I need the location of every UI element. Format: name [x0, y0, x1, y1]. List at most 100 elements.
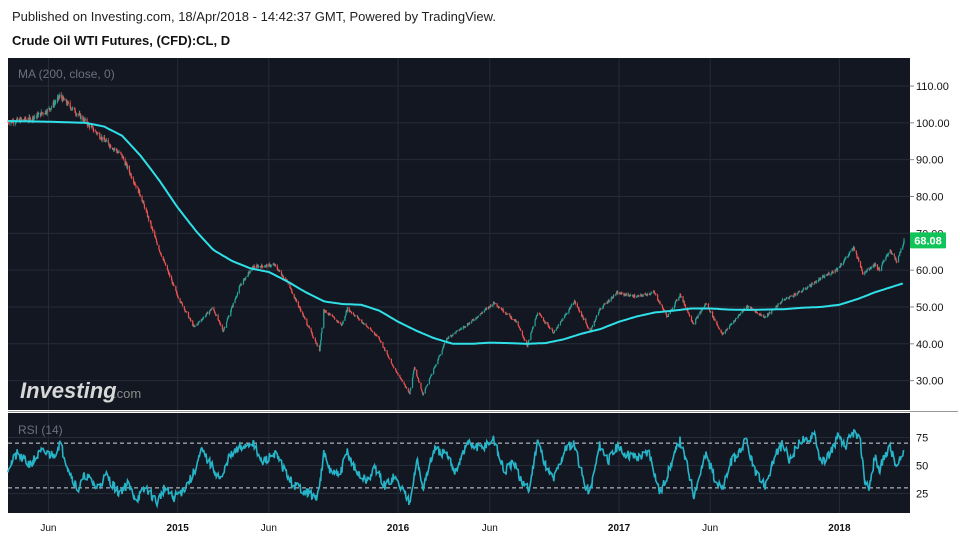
candle-body: [756, 311, 758, 313]
candle: [794, 292, 796, 296]
x-tick-label: Jun: [482, 523, 498, 534]
candle-body: [667, 314, 670, 317]
candle-body: [594, 319, 597, 322]
candle-body: [175, 290, 178, 293]
candle: [539, 313, 542, 317]
candle: [206, 312, 208, 316]
candle: [451, 335, 453, 337]
candle: [65, 99, 68, 106]
candle-body: [481, 313, 483, 314]
candle: [458, 329, 460, 332]
candle: [835, 267, 837, 271]
candle-body: [631, 294, 633, 296]
candle: [688, 312, 690, 316]
candle-body: [110, 145, 112, 148]
candle-body: [374, 334, 376, 336]
candle: [548, 325, 550, 329]
candle-body: [146, 212, 149, 217]
candle: [168, 269, 170, 275]
candle: [692, 322, 694, 325]
candle-body: [159, 251, 161, 253]
candle-body: [718, 326, 720, 329]
candle-body: [768, 312, 770, 314]
candle-body: [196, 323, 198, 326]
candle-body: [811, 283, 813, 286]
candle-body: [471, 319, 473, 321]
candle: [219, 321, 221, 325]
last-price-value: 68.08: [914, 235, 942, 247]
candle: [75, 110, 77, 117]
candle: [894, 256, 897, 261]
candle-body: [12, 120, 15, 124]
candle-body: [628, 295, 630, 297]
candle-body: [67, 101, 69, 105]
candle: [96, 132, 98, 136]
candle-body: [177, 294, 179, 298]
candle: [675, 298, 677, 302]
candle: [235, 296, 237, 301]
candle: [501, 308, 503, 311]
candle-body: [839, 266, 841, 268]
candle-body: [319, 344, 321, 352]
candle-body: [352, 312, 354, 315]
candle: [700, 309, 702, 314]
candle: [296, 298, 298, 303]
candle: [113, 147, 115, 152]
candle: [731, 322, 733, 325]
candle-body: [388, 357, 390, 359]
candle: [848, 252, 850, 257]
candle-body: [265, 265, 267, 267]
candle: [882, 260, 884, 265]
candle: [561, 320, 563, 322]
candle: [139, 188, 141, 196]
candle: [382, 341, 384, 348]
candle: [861, 265, 863, 271]
candle: [350, 311, 353, 315]
candle: [608, 299, 610, 303]
candle: [649, 294, 651, 296]
candle-body: [713, 316, 715, 320]
candle: [484, 307, 487, 311]
candle-body: [100, 138, 102, 140]
ma-200-line: [8, 120, 904, 345]
candle-body: [72, 107, 74, 110]
candle-body: [545, 321, 547, 324]
candle-body: [282, 275, 284, 277]
candle: [413, 366, 415, 371]
candle-body: [514, 319, 516, 322]
candle: [713, 315, 715, 321]
candle-body: [121, 154, 123, 158]
candle-body: [120, 153, 123, 155]
candle: [661, 303, 663, 307]
candle-body: [79, 113, 82, 119]
candle-body: [611, 296, 613, 299]
candle: [616, 290, 618, 293]
candle: [273, 262, 275, 265]
candle-body: [587, 326, 589, 328]
candle: [890, 250, 892, 255]
candle-body: [259, 266, 261, 268]
candle-body: [353, 315, 356, 317]
candle-body: [289, 283, 291, 288]
candle: [238, 285, 240, 295]
candle-body: [262, 266, 264, 268]
candle-body: [747, 306, 749, 309]
candle: [21, 118, 23, 121]
candle-body: [25, 119, 27, 121]
candle-body: [674, 302, 676, 306]
candle: [139, 193, 141, 198]
candle: [475, 317, 477, 321]
candle-body: [410, 387, 412, 391]
candle: [883, 259, 885, 263]
candle: [217, 313, 219, 321]
candle: [459, 328, 461, 331]
candle-body: [845, 257, 847, 259]
candle: [395, 367, 397, 371]
candle-body: [532, 326, 534, 328]
candle-body: [620, 292, 623, 295]
candle-body: [794, 293, 796, 295]
candle-body: [446, 337, 448, 341]
candle-body: [687, 312, 690, 313]
